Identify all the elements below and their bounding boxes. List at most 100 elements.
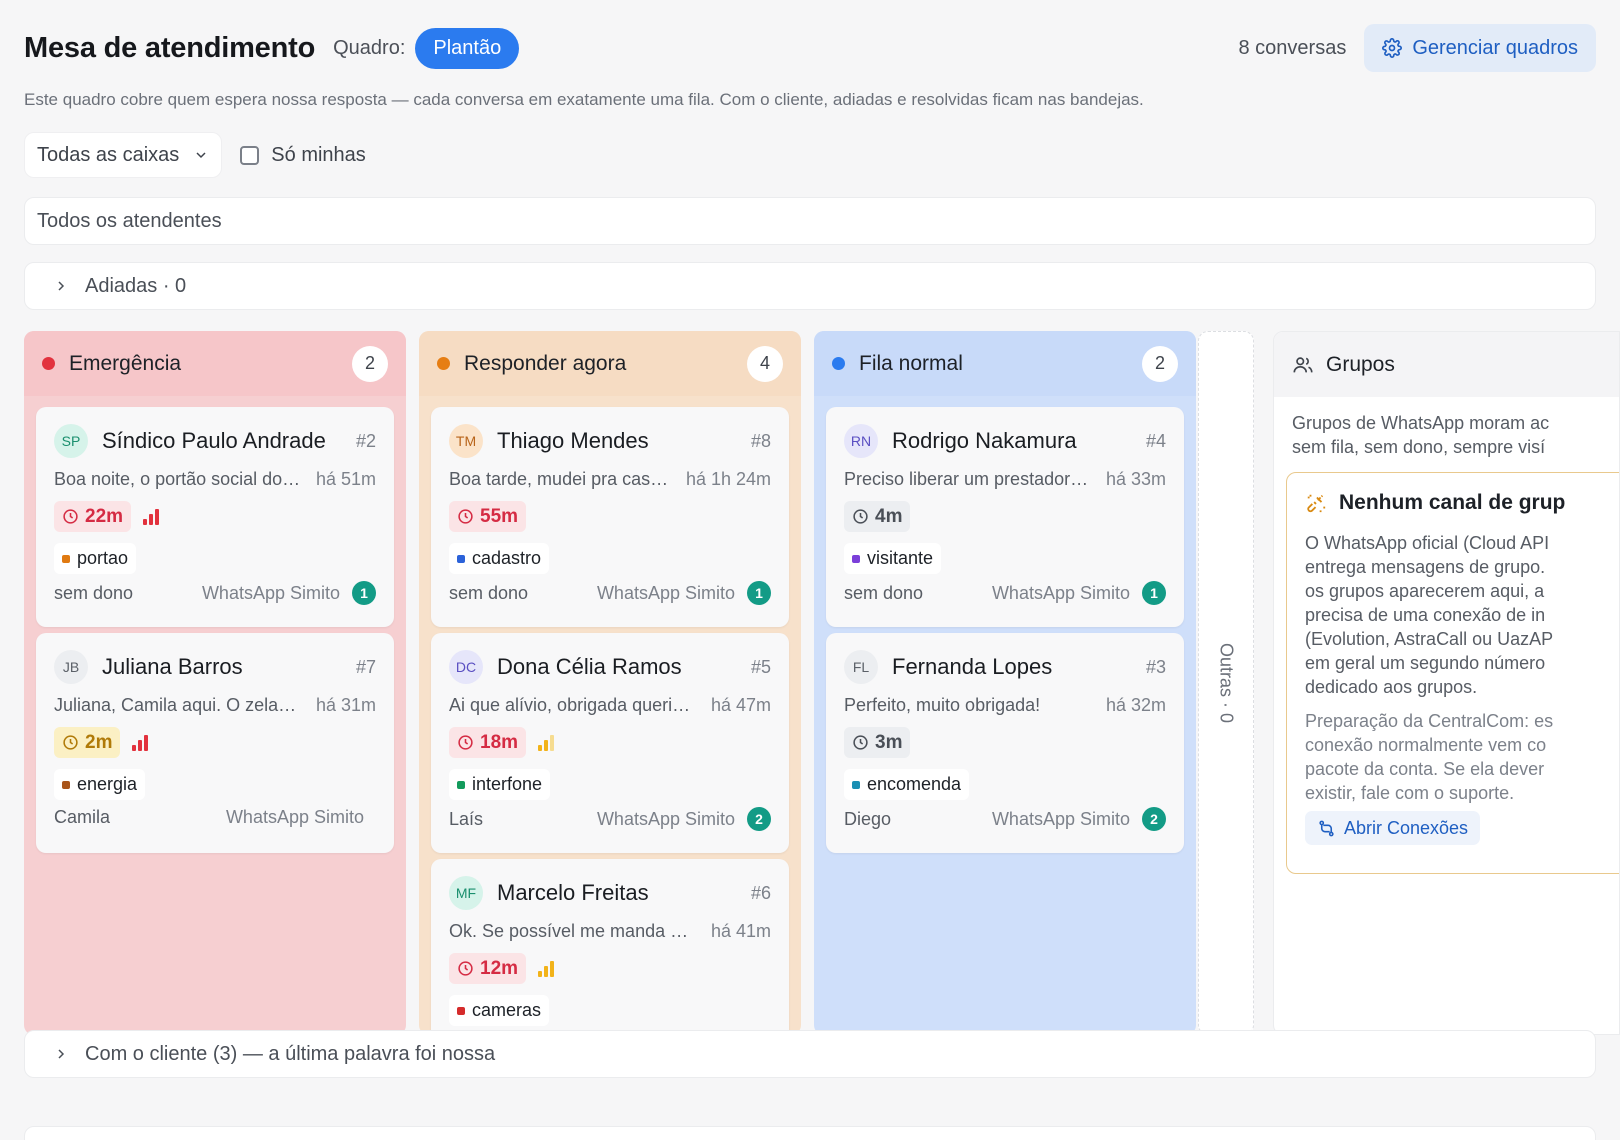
wait-timer: 4m — [844, 501, 911, 532]
filters-bar: Todas as caixas Só minhas — [24, 132, 366, 178]
channel: WhatsApp Simito — [201, 582, 340, 603]
with-customer-tray[interactable]: Com o cliente (3) — a última palavra foi… — [24, 1030, 1596, 1078]
conversation-id: #8 — [750, 430, 771, 451]
wait-time: 12m — [480, 957, 519, 979]
board-description: Este quadro cobre quem espera nossa resp… — [24, 90, 1144, 109]
column-header: Emergência 2 — [24, 331, 406, 396]
priority-high-icon — [132, 734, 149, 751]
card-footer: Camila WhatsApp Simito — [54, 807, 376, 828]
contact-name: Síndico Paulo Andrade — [102, 428, 326, 453]
tag-dot — [457, 1006, 465, 1015]
contact-name: Fernanda Lopes — [892, 654, 1053, 679]
conversation-card[interactable]: SP Síndico Paulo Andrade #2 Boa noite, o… — [36, 407, 394, 627]
notice-line: O WhatsApp oficial (Cloud API — [1305, 533, 1550, 553]
wait-timer: 18m — [449, 727, 527, 758]
avatar: TM — [449, 424, 483, 458]
others-column-collapsed[interactable]: Outras · 0 — [1198, 331, 1254, 1035]
conversation-card[interactable]: RN Rodrigo Nakamura #4 Preciso liberar u… — [826, 407, 1184, 627]
card-status-row: 18m — [449, 727, 555, 758]
manage-boards-button[interactable]: Gerenciar quadros — [1364, 24, 1596, 72]
conversation-id: #6 — [750, 882, 771, 903]
only-mine-label: Só minhas — [271, 143, 366, 166]
tag-dot — [62, 780, 70, 789]
tag-dot — [457, 554, 465, 563]
time-ago: há 41m — [710, 921, 771, 941]
channel: WhatsApp Simito — [225, 807, 364, 827]
card-preview-row: Perfeito, muito obrigada! há 32m — [844, 695, 1166, 716]
conversation-card[interactable]: JB Juliana Barros #7 Juliana, Camila aqu… — [36, 633, 394, 853]
open-connections-label: Abrir Conexões — [1344, 817, 1469, 838]
avatar: SP — [54, 424, 88, 458]
time-ago: há 33m — [1105, 469, 1166, 489]
column-header: Fila normal 2 — [814, 331, 1196, 396]
column-dot — [437, 357, 450, 370]
card-preview-row: Juliana, Camila aqui. O zelador avisou d… — [54, 695, 376, 716]
conversation-id: #4 — [1145, 430, 1166, 451]
unread-badge: 2 — [747, 807, 771, 831]
contact-name: Juliana Barros — [102, 654, 243, 679]
card-preview-row: Preciso liberar um prestador de serviço … — [844, 469, 1166, 490]
tag-label: interfone — [472, 774, 543, 794]
groups-panel: Grupos Grupos de WhatsApp moram ac sem f… — [1273, 331, 1620, 1035]
conversation-card[interactable]: DC Dona Célia Ramos #5 Ai que alívio, ob… — [431, 633, 789, 853]
board-label: Quadro: — [333, 36, 406, 59]
agents-filter[interactable]: Todos os atendentes — [24, 197, 1596, 245]
tag-label: portao — [77, 548, 129, 568]
card-status-row: 2m — [54, 727, 149, 758]
unread-badge: 1 — [1142, 581, 1166, 605]
card-footer: sem dono WhatsApp Simito 1 — [449, 581, 771, 605]
conversation-card[interactable]: MF Marcelo Freitas #6 Ok. Se possível me… — [431, 859, 789, 1035]
owner: sem dono — [54, 582, 134, 603]
inbox-select[interactable]: Todas as caixas — [24, 132, 223, 178]
clock-icon — [458, 961, 473, 976]
tag-dot — [852, 554, 860, 563]
groups-header: Grupos — [1274, 332, 1619, 397]
wait-time: 22m — [85, 505, 124, 527]
board-selector-button[interactable]: Plantão — [415, 27, 520, 69]
resolved-tray[interactable] — [24, 1126, 1596, 1140]
notice-line: em geral um segundo número — [1305, 653, 1546, 673]
prep-line: conexão normalmente vem co — [1305, 735, 1547, 755]
message-preview: Boa tarde, mudei pra casa nova e preciso… — [449, 469, 672, 489]
card-preview-row: Boa noite, o portão social do prédio não… — [54, 469, 376, 490]
tag-label: cadastro — [472, 548, 542, 568]
channel: WhatsApp Simito — [596, 808, 735, 829]
contact-name: Dona Célia Ramos — [497, 654, 682, 679]
message-preview: Preciso liberar um prestador de serviço … — [844, 469, 1092, 489]
page-title: Mesa de atendimento — [24, 31, 316, 64]
time-ago: há 1h 24m — [685, 469, 771, 489]
snoozed-tray[interactable]: Adiadas · 0 — [24, 262, 1596, 310]
conversation-card[interactable]: FL Fernanda Lopes #3 Perfeito, muito obr… — [826, 633, 1184, 853]
open-connections-button[interactable]: Abrir Conexões — [1305, 811, 1481, 845]
unread-badge: 1 — [747, 581, 771, 605]
channel: WhatsApp Simito — [991, 582, 1130, 603]
conversation-id: #7 — [355, 656, 376, 677]
notice-preparation: Preparação da CentralCom: es conexão nor… — [1305, 709, 1619, 805]
label-tag: interfone — [449, 769, 551, 800]
column-title: Responder agora — [464, 351, 627, 375]
label-tag: portao — [54, 543, 137, 574]
conversation-id: #5 — [750, 656, 771, 677]
notice-title-text: Nenhum canal de grup — [1339, 491, 1566, 514]
no-group-channel-notice: Nenhum canal de grup O WhatsApp oficial … — [1286, 472, 1619, 874]
conversation-id: #3 — [1145, 656, 1166, 677]
wait-time: 18m — [480, 731, 519, 753]
priority-medium-icon — [538, 960, 555, 977]
chevron-right-icon — [58, 1049, 65, 1059]
column-count: 2 — [352, 345, 388, 382]
label-tag: visitante — [844, 543, 942, 574]
card-status-row: 4m — [844, 501, 911, 532]
conversation-count: 8 conversas — [1238, 36, 1347, 59]
notice-line: precisa de uma conexão de in — [1305, 605, 1546, 625]
wait-timer: 2m — [54, 727, 121, 758]
wait-time: 3m — [875, 731, 903, 753]
conversation-card[interactable]: TM Thiago Mendes #8 Boa tarde, mudei pra… — [431, 407, 789, 627]
groups-description: Grupos de WhatsApp moram ac sem fila, se… — [1292, 411, 1619, 459]
only-mine-checkbox[interactable] — [240, 145, 260, 165]
message-preview: Ok. Se possível me manda a foto do regis… — [449, 921, 697, 941]
owner: Camila — [54, 807, 111, 827]
with-customer-tray-label: Com o cliente (3) — a última palavra foi… — [85, 1042, 496, 1065]
column-responder-agora: Responder agora 4 TM Thiago Mendes #8 Bo… — [419, 331, 801, 1035]
only-mine-toggle[interactable]: Só minhas — [240, 144, 366, 167]
clock-icon — [63, 735, 78, 750]
